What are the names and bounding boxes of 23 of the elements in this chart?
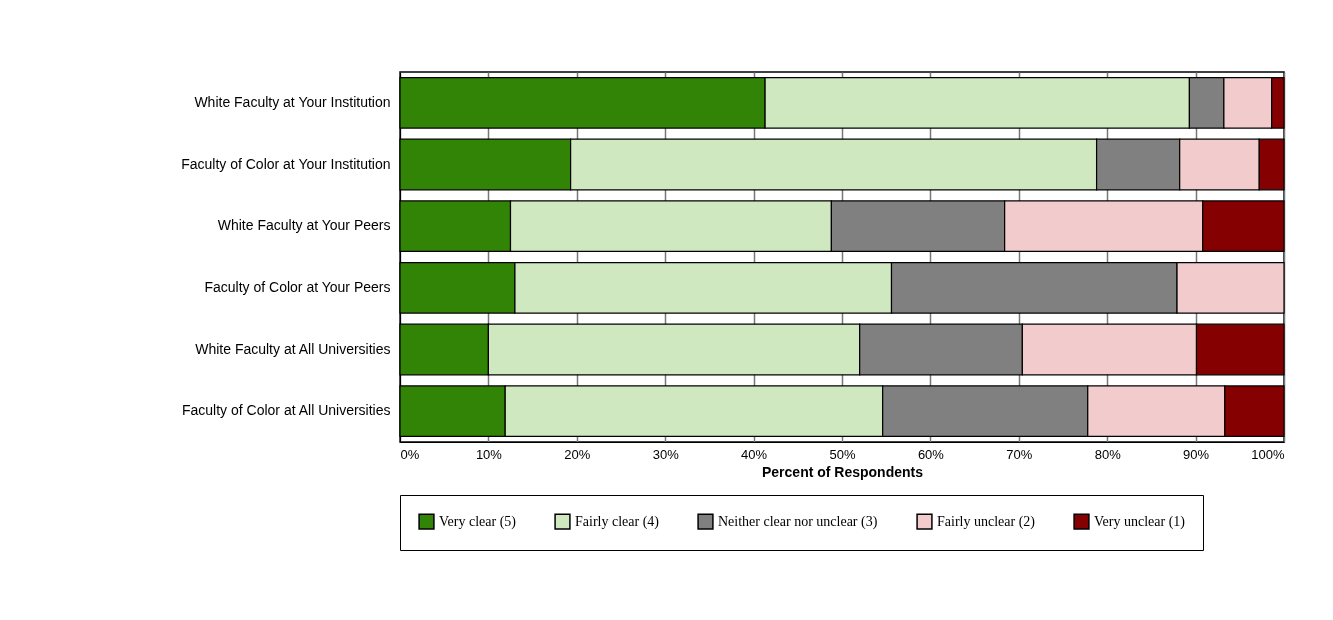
legend-label: Neither clear nor unclear (3) bbox=[718, 513, 878, 530]
x-tick-label: 30% bbox=[652, 446, 680, 462]
y-tick-label: White Faculty at Your Institution bbox=[194, 93, 391, 110]
x-tick-label: 50% bbox=[829, 446, 856, 462]
x-tick-label: 80% bbox=[1094, 446, 1122, 462]
legend-label: Fairly unclear (2) bbox=[937, 513, 1036, 530]
legend-label: Very unclear (1) bbox=[1094, 513, 1186, 530]
y-tick-label: White Faculty at Your Peers bbox=[217, 217, 391, 234]
y-tick-label: Faculty of Color at Your Peers bbox=[204, 278, 391, 295]
legend-label: Very clear (5) bbox=[439, 513, 517, 530]
x-tick-label: 20% bbox=[564, 446, 591, 462]
x-tick-label: 10% bbox=[475, 446, 503, 462]
y-tick-label: White Faculty at All Universities bbox=[195, 340, 391, 357]
x-tick-label: 100% bbox=[1251, 446, 1285, 462]
x-tick-label: 90% bbox=[1183, 446, 1210, 462]
x-tick-label: 40% bbox=[741, 446, 768, 462]
x-tick-label: 70% bbox=[1006, 446, 1033, 462]
y-tick-label: Faculty of Color at All Universities bbox=[181, 402, 391, 419]
x-tick-label: 60% bbox=[917, 446, 945, 462]
x-axis-title: Percent of Respondents bbox=[761, 463, 924, 480]
x-tick-label: 0% bbox=[400, 446, 420, 462]
legend-label: Fairly clear (4) bbox=[575, 513, 660, 530]
y-tick-label: Faculty of Color at Your Institution bbox=[181, 155, 391, 172]
